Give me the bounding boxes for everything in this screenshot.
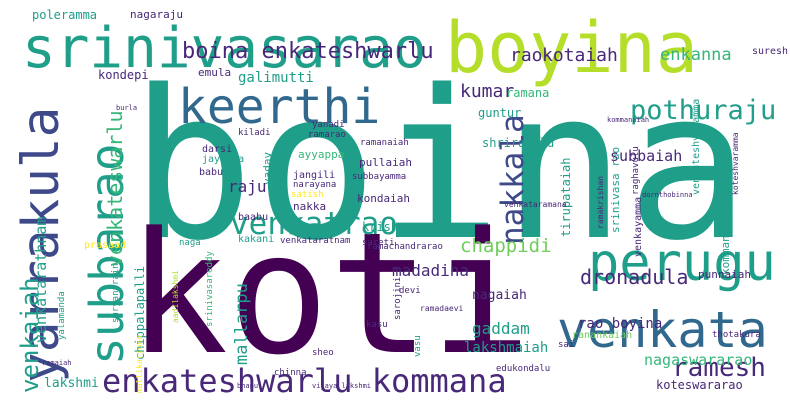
cloud-word: vijaya lakshmi [312, 382, 372, 390]
cloud-word: srinivasarao [22, 16, 427, 81]
cloud-word: yadav [261, 151, 274, 185]
cloud-word: ramesh [672, 353, 766, 383]
cloud-word: kommanaiah [607, 116, 650, 124]
cloud-word: thotakura [712, 330, 761, 340]
cloud-word: mallarpu [232, 283, 252, 365]
word-cloud-canvas: boina koti boyina srinivasarao yarrakula… [12, 5, 788, 400]
cloud-word: sareti [362, 238, 395, 248]
cloud-word: kasu [366, 320, 388, 330]
cloud-word: baabu [238, 212, 269, 223]
cloud-word: subbayamma [352, 172, 407, 182]
cloud-word: venkatrao [230, 206, 398, 242]
cloud-word: boina [130, 46, 751, 286]
cloud-word: boina enkateshwarlu [182, 39, 434, 64]
cloud-word: kondepi [98, 68, 149, 82]
cloud-word: ramanaiah [360, 138, 409, 148]
cloud-word: prasaad [84, 240, 127, 251]
cloud-word: ayyappa [298, 148, 345, 161]
cloud-word: kotaiah [542, 45, 618, 66]
cloud-word: boyina [445, 7, 698, 89]
cloud-word: poleramma [32, 8, 98, 22]
cloud-word: kakani [238, 234, 275, 245]
cloud-word: lakshmi [44, 376, 99, 391]
cloud-word: srinivasareddy [205, 251, 215, 327]
cloud-word: perugu [588, 233, 776, 293]
cloud-word: ramachandrarao [367, 242, 443, 252]
cloud-word: nakkala [495, 114, 531, 245]
cloud-word: pothuraju [630, 95, 777, 126]
cloud-word: kiladi [238, 128, 271, 138]
cloud-word: yalamanda [57, 291, 67, 340]
cloud-word: jangili [293, 170, 336, 181]
cloud-word: ramana [506, 86, 550, 100]
cloud-word: kommanaboyina [719, 188, 732, 275]
cloud-word: venkata [557, 301, 768, 359]
cloud-word: babu [199, 167, 224, 178]
cloud-word: subbaiah [610, 147, 683, 165]
cloud-word: tirupataiah [559, 157, 573, 237]
cloud-word: mallikarjuna [135, 335, 144, 393]
cloud-word: bhanu [237, 382, 259, 390]
cloud-word: ramaiah [42, 359, 72, 367]
cloud-word: nagaiah [472, 288, 527, 303]
cloud-word: srinivasa rao [609, 146, 622, 233]
cloud-word: darsi [202, 144, 233, 155]
cloud-word: nakka [293, 200, 327, 213]
cloud-word: galimutti [238, 70, 314, 86]
cloud-word: dronadula [580, 265, 689, 289]
cloud-word: kondaiah [357, 192, 410, 205]
cloud-word: raju [228, 177, 267, 196]
cloud-word: rao boyina [578, 316, 663, 332]
cloud-word: venkayamma [633, 196, 644, 257]
cloud-word: suresh [752, 46, 788, 57]
cloud-word: jayamma [202, 154, 245, 165]
cloud-word: ranankaiah [572, 330, 633, 341]
cloud-word: venkataratnam [280, 236, 351, 246]
cloud-word: venkatarathnam [32, 216, 50, 343]
cloud-word: edukondalu [496, 364, 551, 374]
cloud-word: gaddam [472, 319, 530, 338]
cloud-word: rao [510, 45, 543, 66]
cloud-word: raghavulu [631, 146, 641, 195]
cloud-word: sarojini [393, 276, 403, 320]
cloud-word: burla [116, 104, 138, 112]
cloud-word: nagaraju [130, 8, 183, 21]
cloud-word: kumar [460, 81, 515, 102]
cloud-word: emula [198, 66, 232, 79]
cloud-word: koteswararao [656, 378, 743, 392]
cloud-word: venkateshvaramma [691, 98, 702, 195]
cloud-word: yanadi [312, 120, 345, 130]
cloud-word: shriramulu [482, 136, 555, 150]
cloud-word: naga [179, 238, 201, 248]
cloud-word: guntur [478, 106, 522, 120]
cloud-word: narayana [293, 180, 337, 190]
cloud-word: keerthi [178, 79, 381, 135]
cloud-word: chappidi [460, 235, 552, 257]
cloud-word: madadina [392, 261, 470, 280]
cloud-word: sai [558, 340, 575, 350]
cloud-word: suryanarain [111, 263, 121, 323]
cloud-word: enkateshwarlu kommana [102, 362, 507, 400]
cloud-word: devi [399, 286, 421, 296]
cloud-word: dornthobinna [642, 191, 693, 199]
cloud-word: koti [127, 196, 532, 392]
cloud-word: krishna [362, 220, 413, 234]
cloud-word: aadilakshmi [171, 270, 180, 323]
cloud-word: vasu [413, 335, 423, 357]
cloud-word: ramakrishan [596, 176, 605, 229]
cloud-word: ramadaevi [420, 304, 464, 313]
cloud-word: chinna [274, 368, 307, 378]
cloud-word: pullaiah [359, 156, 412, 169]
cloud-word: punnaiah [698, 268, 751, 281]
cloud-word: lakshmaiah [464, 340, 549, 356]
cloud-word: ramarao [308, 130, 346, 140]
cloud-word: enkanna [660, 45, 732, 65]
cloud-word: koteshvaramma [731, 132, 740, 195]
cloud-word: venkataramana [504, 200, 567, 209]
cloud-word: nagaswararao [644, 351, 753, 369]
cloud-word: satish [291, 190, 324, 200]
cloud-word: sheo [312, 348, 334, 358]
